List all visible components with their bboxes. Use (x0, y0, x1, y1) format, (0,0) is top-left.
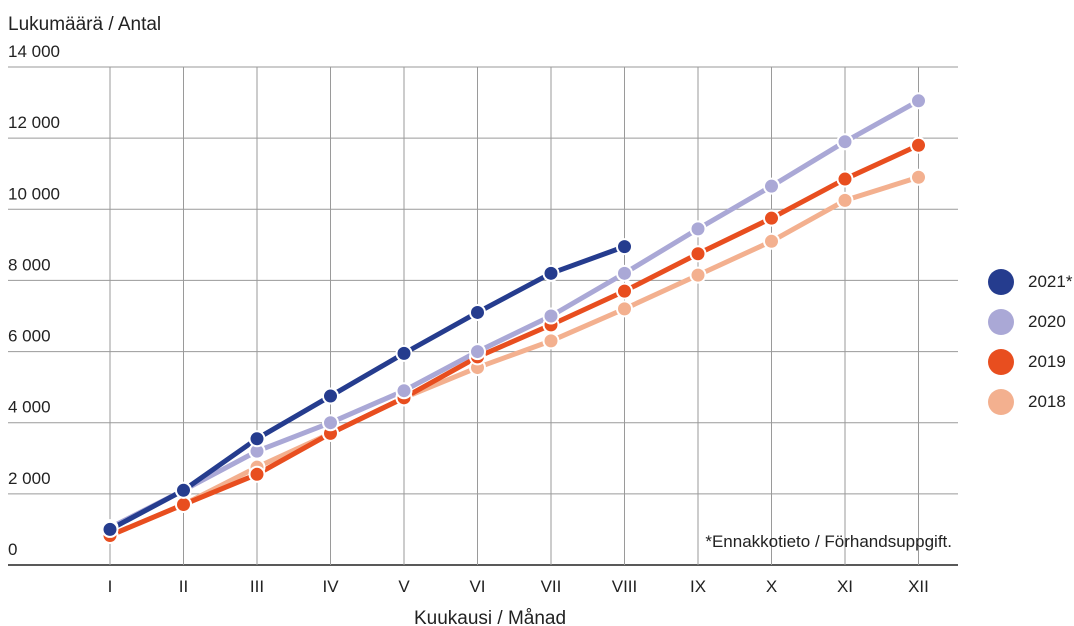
x-tick-label: VII (541, 577, 562, 596)
x-tick-label: II (179, 577, 188, 596)
legend-item: 2019 (988, 342, 1072, 382)
y-tick-label: 6 000 (8, 327, 51, 346)
series-points (101, 92, 927, 544)
data-point (763, 177, 780, 195)
data-point (836, 133, 854, 151)
data-point (469, 303, 486, 321)
x-tick-label: IV (322, 577, 339, 596)
data-point (175, 496, 192, 514)
data-point (395, 344, 413, 362)
y-tick-label: 4 000 (8, 398, 51, 417)
y-tick-labels: 0 2 000 4 000 6 000 8 000 10 000 12 000 14 000 (8, 42, 60, 559)
data-point (689, 266, 707, 284)
x-tick-label: IX (690, 577, 706, 596)
data-point (616, 282, 633, 300)
x-tick-labels: I II III IV V VI VII VIII IX X XI XII (108, 577, 929, 596)
legend-item: 2021* (988, 262, 1072, 302)
y-tick-label: 8 000 (8, 255, 51, 274)
legend-label: 2018 (1028, 392, 1066, 411)
y-tick-label: 0 (8, 540, 17, 559)
legend: 2021* 2020 2019 2018 (988, 262, 1072, 422)
legend-label: 2020 (1028, 312, 1066, 331)
x-tick-label: I (108, 577, 113, 596)
data-point (836, 191, 854, 209)
data-point (836, 170, 854, 188)
data-point (616, 238, 633, 256)
data-point (248, 430, 266, 448)
series-line (107, 142, 921, 538)
legend-swatch (988, 389, 1014, 415)
data-point (248, 465, 266, 483)
data-point (469, 343, 486, 361)
data-point (395, 382, 413, 400)
series-line (107, 244, 627, 532)
legend-label: 2021* (1028, 272, 1073, 291)
data-point (322, 414, 339, 432)
legend-label: 2019 (1028, 352, 1066, 371)
x-tick-label: V (398, 577, 410, 596)
data-point (542, 307, 560, 325)
data-point (763, 209, 780, 227)
legend-swatch (988, 349, 1014, 375)
data-point (689, 220, 707, 238)
series-line (107, 98, 921, 531)
data-point (910, 168, 927, 186)
legend-swatch (988, 309, 1014, 335)
y-tick-label: 10 000 (8, 184, 60, 203)
x-tick-label: VIII (612, 577, 638, 596)
data-point (542, 332, 560, 350)
x-tick-label: VI (469, 577, 485, 596)
data-point (175, 481, 192, 499)
data-point (689, 245, 707, 263)
x-tick-label: XII (908, 577, 929, 596)
x-tick-label: X (766, 577, 777, 596)
data-point (542, 264, 560, 282)
y-tick-label: 12 000 (8, 113, 60, 132)
data-point (763, 232, 780, 250)
y-axis-label: Lukumäärä / Antal (8, 14, 161, 35)
data-point (101, 520, 119, 538)
legend-item: 2020 (988, 302, 1072, 342)
legend-item: 2018 (988, 382, 1072, 422)
data-point (910, 92, 927, 110)
y-tick-label: 2 000 (8, 469, 51, 488)
y-tick-label: 14 000 (8, 42, 60, 61)
series-line (107, 174, 921, 538)
x-tick-label: III (250, 577, 264, 596)
data-point (322, 387, 339, 405)
data-point (910, 136, 927, 154)
footnote: *Ennakkotieto / Förhandsuppgift. (705, 532, 952, 551)
data-point (616, 300, 633, 318)
legend-swatch (988, 269, 1014, 295)
series-lines (107, 98, 921, 538)
data-point (616, 264, 633, 282)
x-axis-label: Kuukausi / Månad (414, 608, 566, 626)
x-tick-label: XI (837, 577, 853, 596)
